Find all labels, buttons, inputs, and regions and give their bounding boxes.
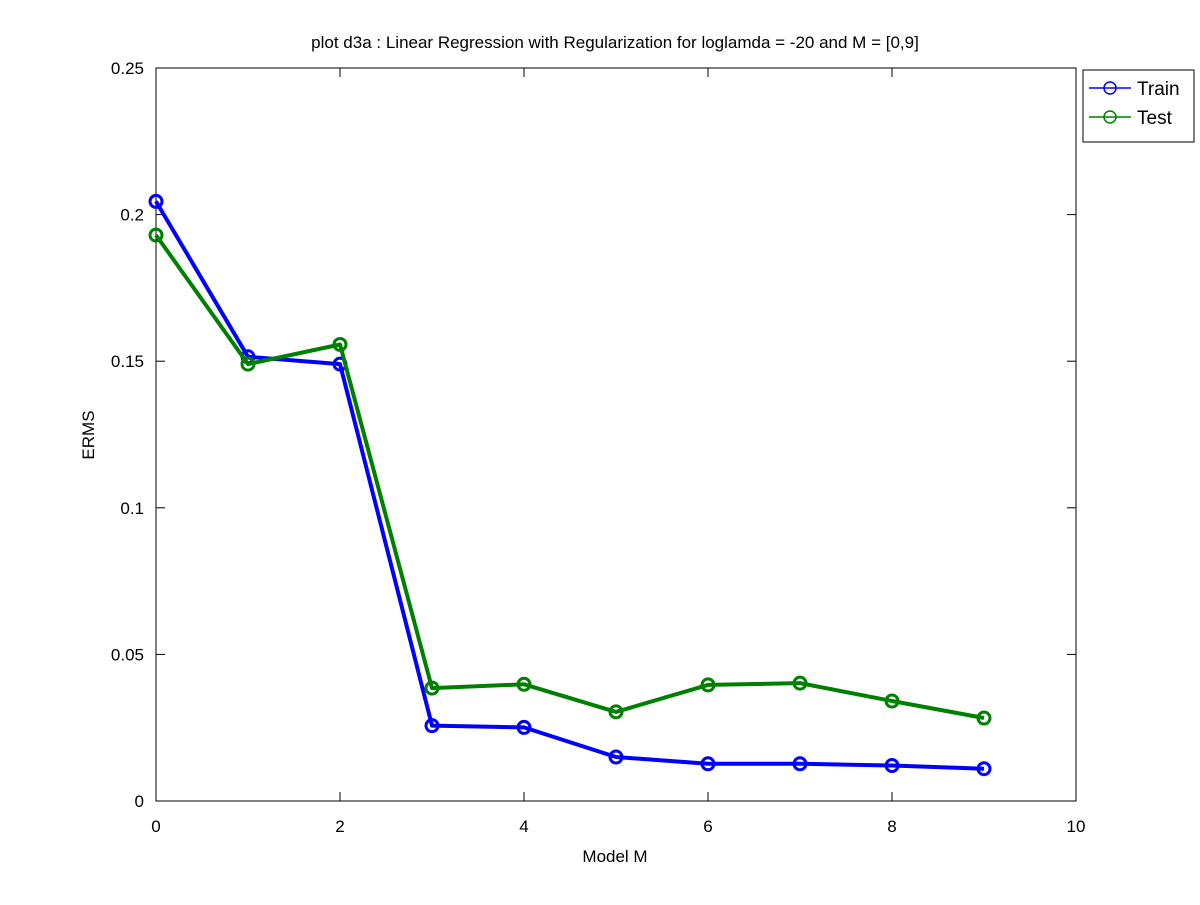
data-point-test: [240, 356, 256, 372]
series-train: [148, 193, 992, 777]
data-point-test: [148, 227, 164, 243]
series-layer: [148, 193, 992, 777]
data-point-train: [884, 758, 900, 774]
y-tick-label: 0.05: [111, 645, 144, 664]
y-tick-label: 0.2: [120, 206, 144, 225]
plot-frame: [155, 67, 1077, 802]
data-point-test: [700, 677, 716, 693]
data-point-train: [424, 718, 440, 734]
chart-title: plot d3a : Linear Regression with Regula…: [311, 33, 919, 52]
data-point-test: [792, 675, 808, 691]
data-point-train: [792, 756, 808, 772]
x-axis-label: Model M: [582, 847, 647, 866]
x-tick-label: 8: [887, 817, 896, 836]
data-point-train: [516, 719, 532, 735]
data-point-test: [424, 680, 440, 696]
x-tick-label: 4: [519, 817, 528, 836]
data-point-test: [976, 710, 992, 726]
series-line-train: [154, 200, 985, 771]
data-point-test: [332, 336, 348, 352]
axes: 0 2 4 6 8 10 0 0.05 0.1 0.15 0.2 0.25: [111, 59, 1086, 836]
y-axis-label: ERMS: [79, 410, 98, 459]
series-test: [148, 227, 992, 726]
y-tick-label: 0.1: [120, 499, 144, 518]
y-tick-label: 0.25: [111, 59, 144, 78]
y-tick-label: 0: [135, 792, 144, 811]
data-point-test: [884, 693, 900, 709]
series-line-test: [154, 233, 985, 720]
x-tick-label: 10: [1067, 817, 1086, 836]
legend-label-train: Train: [1137, 79, 1180, 100]
x-tick-label: 0: [151, 817, 160, 836]
data-point-train: [148, 193, 164, 209]
data-point-train: [976, 761, 992, 777]
data-point-train: [700, 756, 716, 772]
legend-marker-test: [1103, 110, 1117, 124]
data-point-train: [608, 749, 624, 765]
x-tick-label: 2: [335, 817, 344, 836]
legend: Train Test: [1082, 69, 1195, 143]
x-tick-label: 6: [703, 817, 712, 836]
data-point-test: [608, 704, 624, 720]
legend-label-test: Test: [1137, 108, 1173, 129]
legend-box: [1082, 69, 1195, 143]
legend-marker-train: [1103, 81, 1117, 95]
y-tick-label: 0.15: [111, 352, 144, 371]
data-point-test: [516, 676, 532, 692]
